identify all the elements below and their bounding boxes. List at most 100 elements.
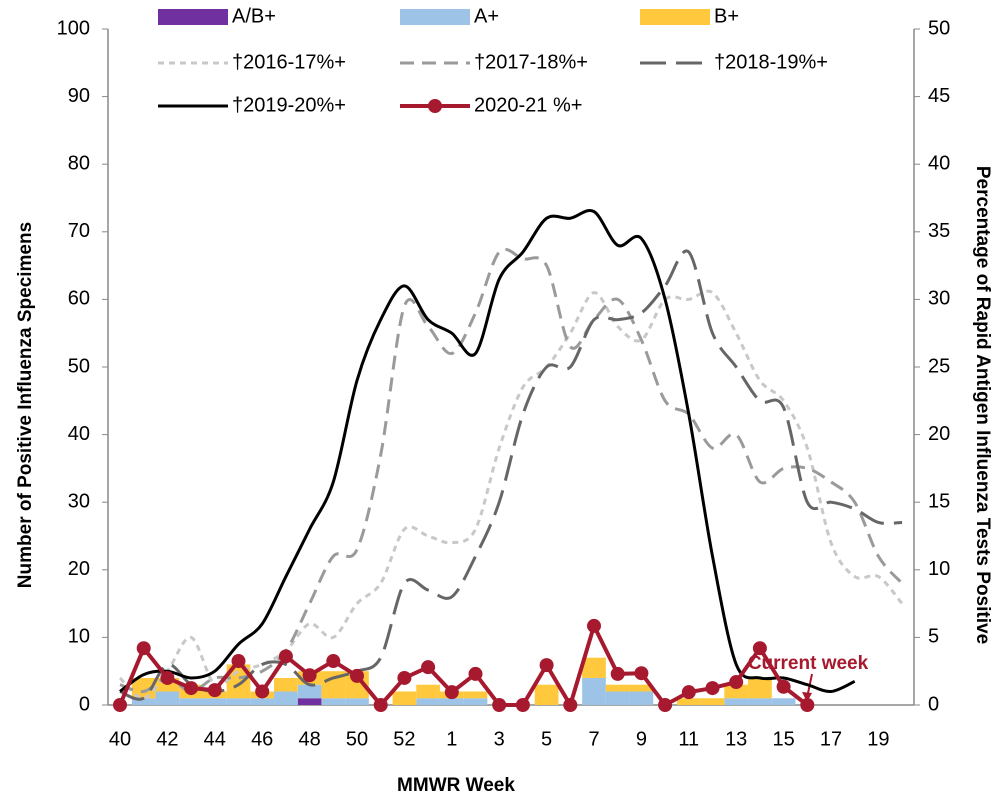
bar bbox=[392, 691, 417, 705]
marker bbox=[326, 654, 341, 669]
x-tick-label: 42 bbox=[156, 728, 178, 750]
legend-label: †2019-20%+ bbox=[232, 94, 346, 116]
y2-tick-label: 5 bbox=[928, 626, 939, 648]
marker bbox=[705, 681, 720, 696]
bar bbox=[629, 684, 654, 692]
x-tick-label: 52 bbox=[393, 728, 415, 750]
legend-label: 2020-21 %+ bbox=[474, 94, 582, 116]
y2-tick-label: 30 bbox=[928, 288, 950, 310]
bar bbox=[131, 677, 156, 699]
bar bbox=[582, 677, 606, 705]
x-tick-label: 9 bbox=[636, 728, 647, 750]
legend-swatch bbox=[400, 9, 470, 25]
legend-swatch bbox=[158, 9, 228, 25]
marker bbox=[373, 698, 388, 712]
bar bbox=[202, 698, 227, 705]
x-tick-label: 1 bbox=[446, 728, 457, 750]
x-tick-label: 46 bbox=[251, 728, 273, 750]
bar bbox=[155, 691, 180, 705]
marker bbox=[136, 641, 151, 656]
x-tick-label: 44 bbox=[204, 728, 226, 750]
marker bbox=[776, 679, 791, 694]
bar bbox=[748, 698, 772, 705]
x-axis-title: MMWR Week bbox=[397, 775, 515, 796]
y2-tick-label: 45 bbox=[928, 85, 950, 107]
bar bbox=[605, 684, 630, 692]
y-tick-label: 80 bbox=[68, 152, 90, 174]
bar bbox=[321, 698, 346, 705]
bar bbox=[179, 698, 203, 705]
y-tick-label: 20 bbox=[68, 558, 90, 580]
y-tick-label: 10 bbox=[68, 626, 90, 648]
bar bbox=[439, 698, 464, 705]
marker bbox=[350, 668, 364, 683]
line bbox=[119, 209, 856, 693]
y2-tick-label: 0 bbox=[928, 693, 939, 715]
legend-label: †2016-17%+ bbox=[232, 51, 346, 73]
bar bbox=[463, 691, 488, 699]
x-tick-label: 15 bbox=[772, 728, 794, 750]
marker bbox=[539, 658, 554, 673]
marker bbox=[302, 668, 317, 683]
bar bbox=[700, 698, 725, 705]
marker bbox=[231, 654, 246, 669]
x-tick-label: 48 bbox=[298, 728, 320, 750]
y-tick-label: 40 bbox=[68, 423, 90, 445]
marker bbox=[255, 684, 270, 699]
legend-label: A/B+ bbox=[232, 5, 276, 27]
bar bbox=[131, 698, 156, 705]
x-tick-label: 3 bbox=[494, 728, 505, 750]
x-tick-label: 50 bbox=[346, 728, 368, 750]
x-tick-label: 40 bbox=[109, 728, 131, 750]
bar bbox=[416, 698, 440, 705]
y-tick-label: 90 bbox=[68, 85, 90, 107]
annotation-arrowhead bbox=[802, 692, 812, 702]
marker bbox=[752, 641, 767, 656]
bar bbox=[274, 677, 298, 692]
legend-swatch bbox=[640, 9, 710, 25]
bar bbox=[416, 684, 440, 699]
marker bbox=[658, 698, 673, 712]
x-tick-label: 13 bbox=[725, 728, 747, 750]
marker bbox=[421, 660, 436, 675]
marker bbox=[634, 666, 649, 681]
x-tick-label: 19 bbox=[867, 728, 889, 750]
y-tick-label: 70 bbox=[68, 220, 90, 242]
x-tick-label: 17 bbox=[820, 728, 842, 750]
marker bbox=[184, 681, 199, 696]
y2-tick-label: 15 bbox=[928, 490, 950, 512]
bar bbox=[534, 684, 559, 705]
bar bbox=[297, 684, 322, 699]
bar bbox=[629, 691, 654, 705]
line bbox=[119, 249, 903, 701]
marker bbox=[468, 666, 483, 681]
bar bbox=[345, 698, 369, 705]
y2-tick-label: 25 bbox=[928, 355, 950, 377]
marker bbox=[492, 698, 507, 712]
y2-tick-label: 35 bbox=[928, 220, 950, 242]
marker bbox=[278, 649, 293, 664]
bar bbox=[297, 698, 322, 705]
marker bbox=[160, 670, 175, 685]
annotation: Current week bbox=[748, 653, 869, 674]
y-axis-title: Number of Positive Influenza Specimens bbox=[15, 222, 36, 588]
marker bbox=[515, 698, 530, 712]
marker bbox=[207, 683, 222, 698]
legend-label: †2017-18%+ bbox=[474, 51, 588, 73]
y2-tick-label: 20 bbox=[928, 423, 950, 445]
marker bbox=[587, 618, 601, 633]
y2-tick-label: 10 bbox=[928, 558, 950, 580]
bar bbox=[748, 677, 772, 699]
marker bbox=[563, 698, 578, 712]
x-tick-label: 7 bbox=[588, 728, 599, 750]
bar bbox=[226, 664, 251, 699]
bar bbox=[582, 657, 606, 678]
line bbox=[119, 247, 904, 694]
marker bbox=[800, 698, 815, 712]
y-tick-label: 50 bbox=[68, 355, 90, 377]
marker bbox=[681, 685, 696, 700]
y-tick-label: 30 bbox=[68, 490, 90, 512]
bar bbox=[771, 698, 796, 705]
marker bbox=[729, 675, 744, 690]
